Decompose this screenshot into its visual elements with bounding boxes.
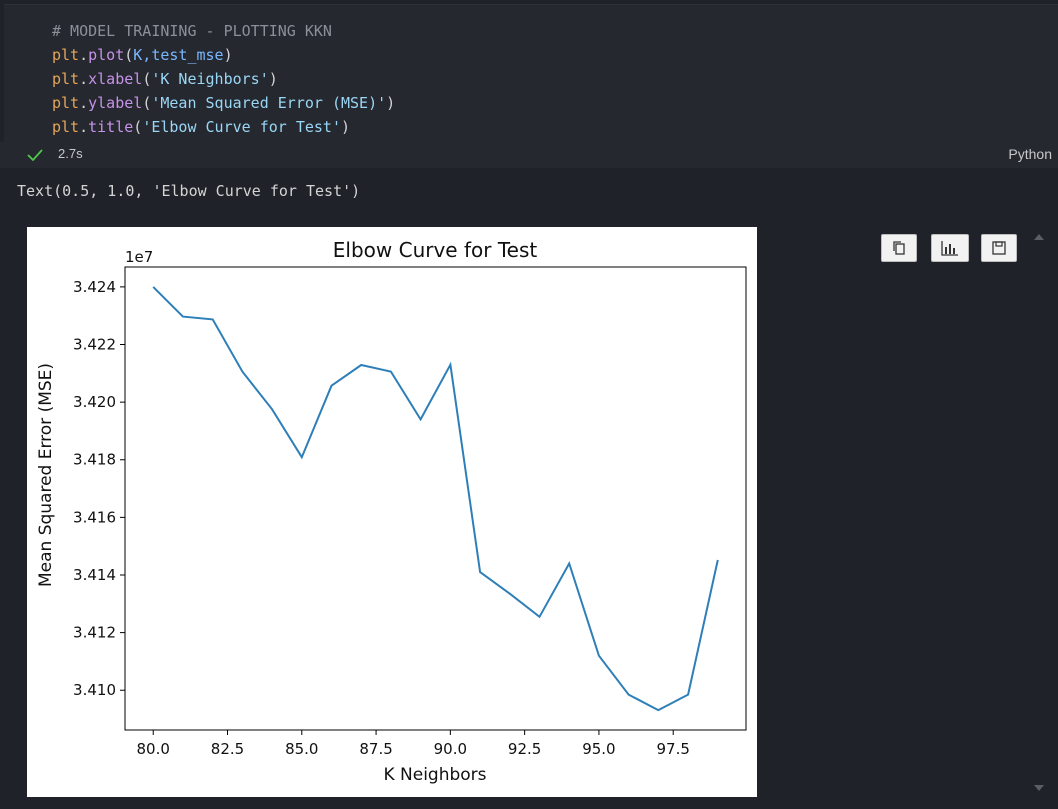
code-function: ylabel [88, 94, 143, 112]
y-tick-label: 3.422 [73, 336, 116, 354]
plot-image: Elbow Curve for Test 1e7 80.0 82.5 85.0 87.… [27, 227, 757, 797]
plot-frame-border [124, 266, 747, 731]
code-function: xlabel [88, 70, 143, 88]
x-tick-label: 90.0 [434, 740, 467, 758]
code-args: K,test_mse [133, 46, 224, 64]
x-axis-label: K Neighbors [383, 765, 486, 785]
cell-output-text: Text(0.5, 1.0, 'Elbow Curve for Test') [17, 182, 361, 200]
code-args: 'Mean Squared Error (MSE)' [151, 94, 387, 112]
y-offset-label: 1e7 [125, 248, 153, 266]
code-object: plt [52, 118, 80, 136]
bar-chart-icon [941, 241, 958, 256]
code-line: plt.title('Elbow Curve for Test') [52, 118, 351, 136]
y-tick-label: 3.410 [73, 681, 116, 699]
y-tick-label: 3.412 [73, 624, 116, 642]
code-editor[interactable]: # MODEL TRAINING - PLOTTING KKN plt.plot… [4, 4, 1058, 144]
y-tick-label: 3.418 [73, 451, 116, 469]
code-comment: # MODEL TRAINING - PLOTTING KKN [52, 22, 332, 40]
x-tick-label: 80.0 [137, 740, 170, 758]
code-args: 'K Neighbors' [151, 70, 269, 88]
copy-icon [893, 241, 905, 255]
x-tick-label: 87.5 [359, 740, 392, 758]
code-object: plt [52, 70, 80, 88]
cell-status-bar: 2.7s Python [0, 142, 1058, 168]
y-tick-label: 3.424 [73, 278, 116, 296]
code-function: title [88, 118, 134, 136]
kernel-language[interactable]: Python [1008, 146, 1052, 162]
copy-button[interactable] [881, 234, 917, 262]
x-tick-label: 85.0 [285, 740, 318, 758]
x-tick-label: 97.5 [657, 740, 690, 758]
code-line: plt.xlabel('K Neighbors') [52, 70, 278, 88]
code-args: 'Elbow Curve for Test' [142, 118, 341, 136]
check-icon [27, 149, 43, 162]
x-tick-label: 92.5 [508, 740, 541, 758]
line-chart: Elbow Curve for Test 1e7 80.0 82.5 85.0 87.… [36, 238, 747, 785]
x-tick-label: 95.0 [582, 740, 615, 758]
chart-title: Elbow Curve for Test [333, 238, 538, 262]
y-tick-label: 3.414 [73, 566, 116, 584]
x-tick-label: 82.5 [211, 740, 244, 758]
save-icon [992, 241, 1006, 255]
code-line: plt.ylabel('Mean Squared Error (MSE)') [52, 94, 396, 112]
execution-time: 2.7s [58, 146, 83, 161]
code-cell[interactable]: # MODEL TRAINING - PLOTTING KKN plt.plot… [0, 0, 1058, 170]
scroll-up-arrow[interactable] [1034, 234, 1044, 240]
code-function: plot [88, 46, 125, 64]
open-chart-button[interactable] [931, 234, 969, 262]
scroll-down-arrow[interactable] [1034, 785, 1044, 791]
save-button[interactable] [981, 234, 1017, 262]
y-tick-label: 3.416 [73, 508, 116, 526]
y-tick-label: 3.420 [73, 393, 116, 411]
code-object: plt [52, 94, 80, 112]
series-line [152, 286, 719, 712]
y-axis-label: Mean Squared Error (MSE) [36, 363, 56, 587]
code-line: plt.plot(K,test_mse) [52, 46, 233, 64]
code-object: plt [52, 46, 80, 64]
